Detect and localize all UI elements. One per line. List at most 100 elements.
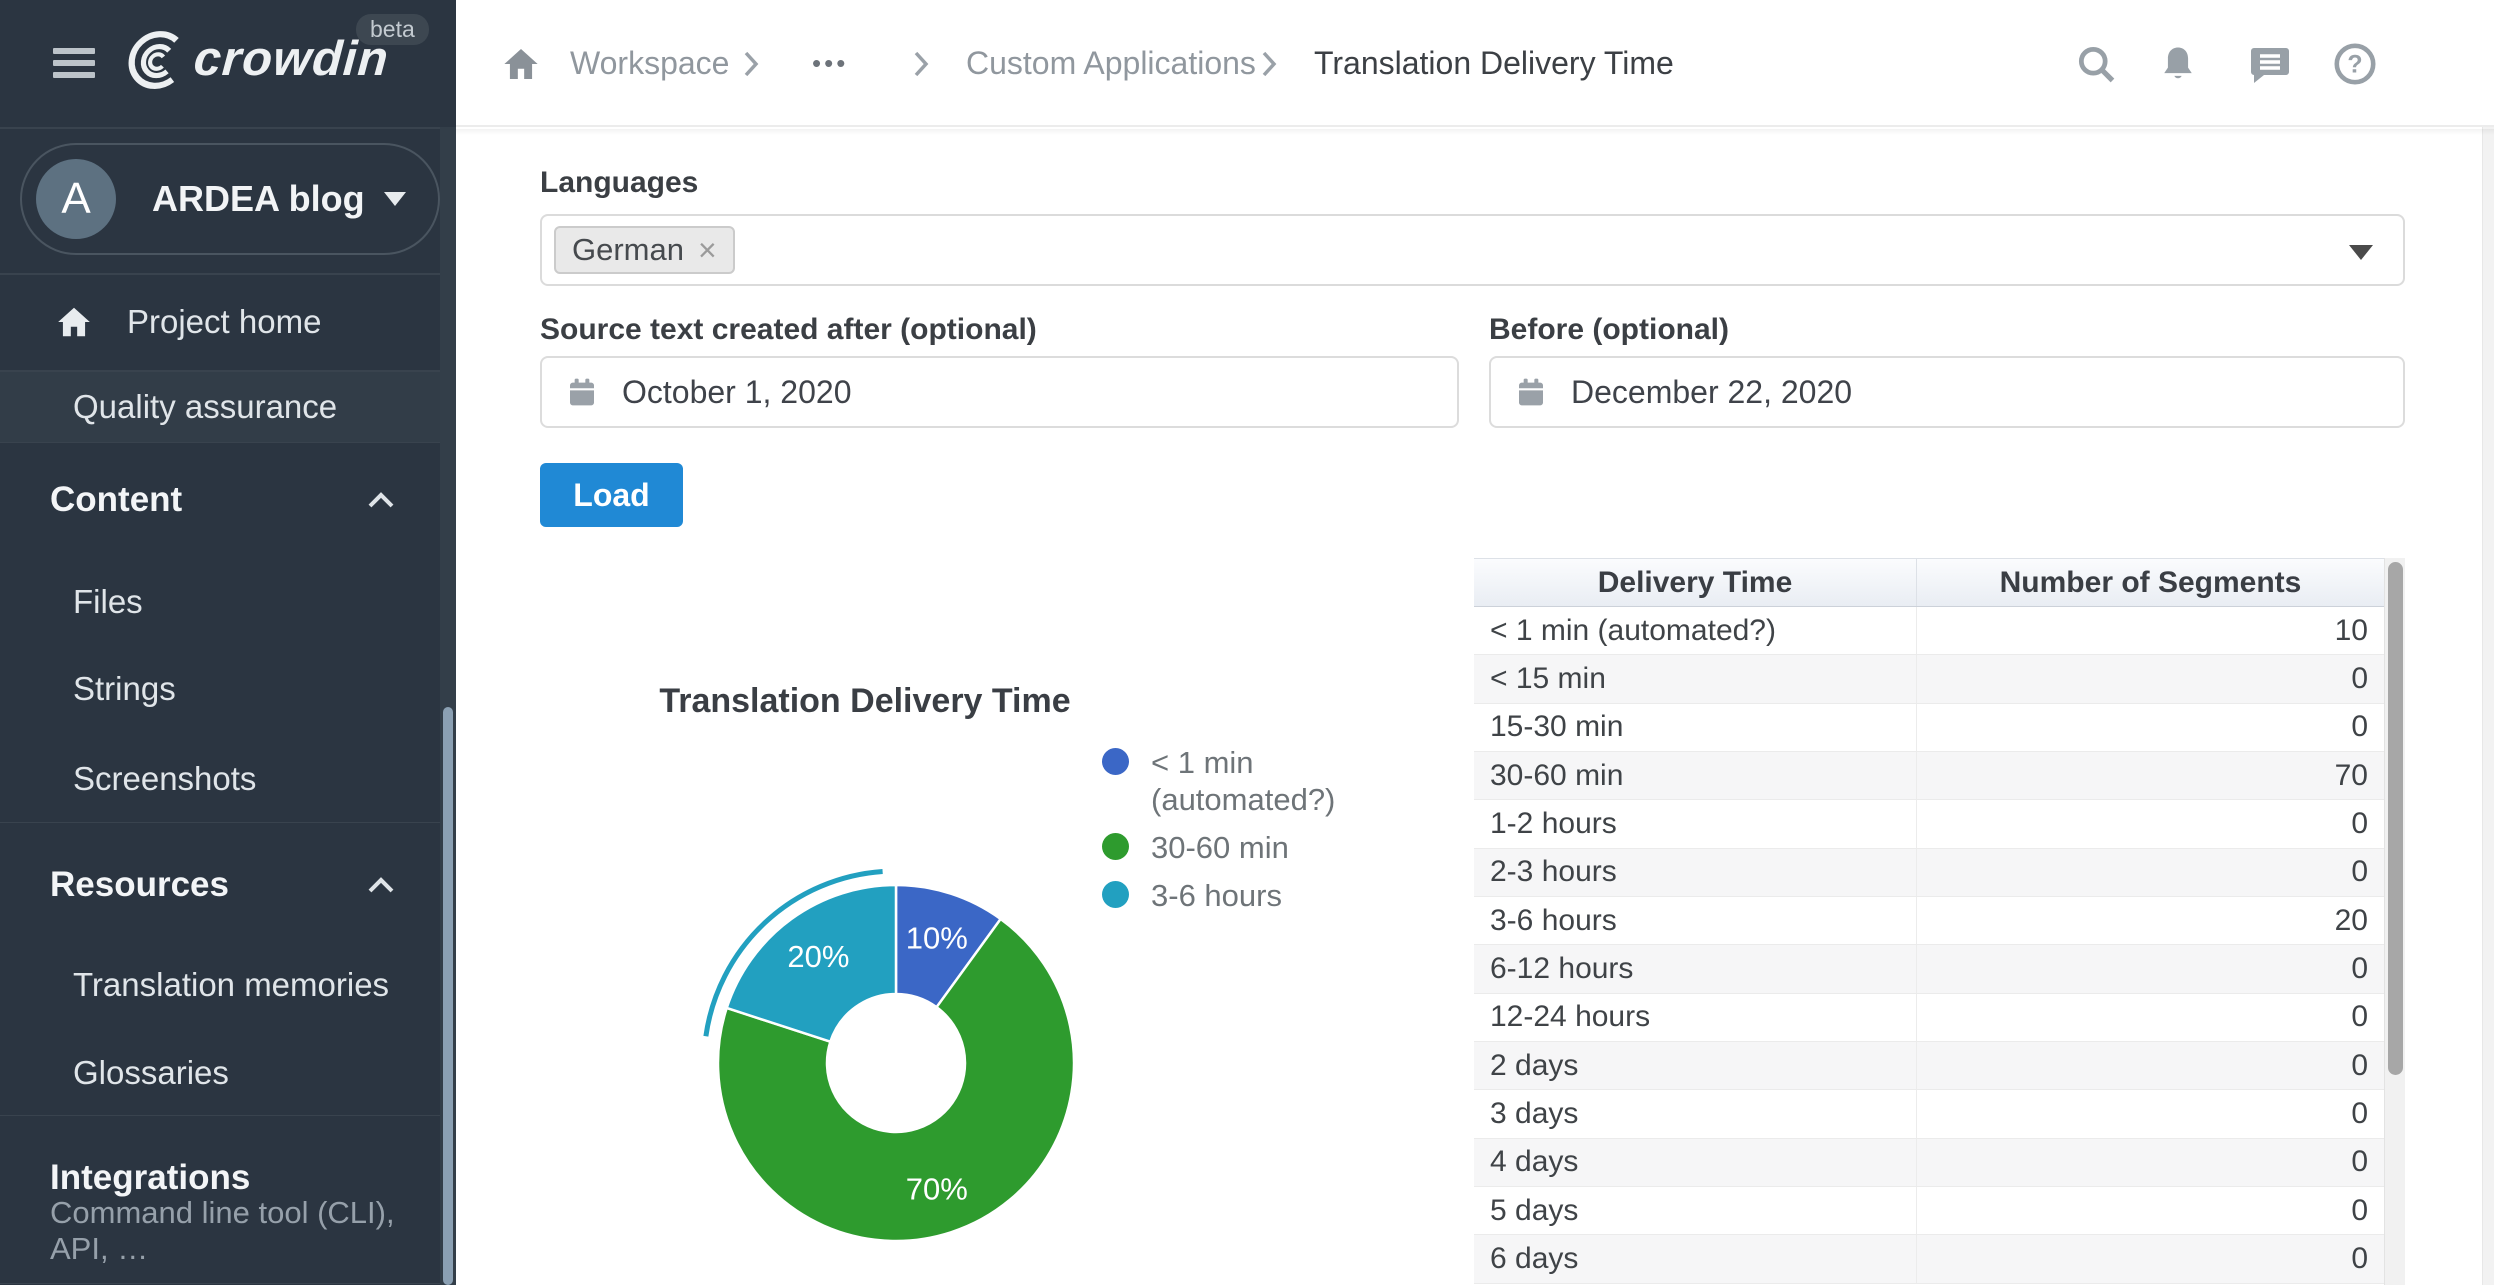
table-header-delivery-time[interactable]: Delivery Time bbox=[1474, 559, 1917, 606]
sidebar-item-files[interactable]: Files bbox=[0, 578, 440, 626]
cell-delivery-time: 2 days bbox=[1474, 1042, 1917, 1089]
cell-number-of-segments: 0 bbox=[1917, 1235, 2384, 1282]
table-row[interactable]: 12-24 hours0 bbox=[1474, 994, 2384, 1042]
integrations-subtext: Command line tool (CLI), API, … bbox=[0, 1208, 440, 1254]
table-row[interactable]: 3-6 hours20 bbox=[1474, 897, 2384, 945]
sidebar-item-label: Files bbox=[73, 583, 143, 621]
sidebar-item-label: Screenshots bbox=[73, 760, 256, 798]
table-body: < 1 min (automated?)10< 15 min015-30 min… bbox=[1474, 607, 2384, 1284]
table-row[interactable]: < 15 min0 bbox=[1474, 655, 2384, 703]
sidebar-topbar: crowdin beta bbox=[0, 0, 456, 127]
sidebar-item-label: Strings bbox=[73, 670, 176, 708]
cell-number-of-segments: 0 bbox=[1917, 945, 2384, 992]
sidebar-item-screenshots[interactable]: Screenshots bbox=[0, 755, 440, 803]
after-date-input[interactable]: October 1, 2020 bbox=[540, 356, 1459, 428]
app-window: crowdin beta A ARDEA blog Project home Q… bbox=[0, 0, 2494, 1285]
languages-select[interactable]: German × bbox=[540, 214, 2405, 286]
table-row[interactable]: 3 days0 bbox=[1474, 1090, 2384, 1138]
messages-button[interactable] bbox=[2246, 0, 2294, 127]
chevron-right-icon bbox=[1260, 0, 1278, 127]
crowdin-logo[interactable]: crowdin bbox=[122, 28, 389, 90]
cell-delivery-time: 4 days bbox=[1474, 1139, 1917, 1186]
project-switcher[interactable]: A ARDEA blog bbox=[20, 143, 440, 255]
top-header: Workspace ••• Custom Applications Transl… bbox=[456, 0, 2494, 127]
breadcrumb-home[interactable] bbox=[502, 0, 540, 127]
table-row[interactable]: 4 days0 bbox=[1474, 1139, 2384, 1187]
before-date-label: Before (optional) bbox=[1489, 313, 1729, 347]
cell-delivery-time: < 1 min (automated?) bbox=[1474, 607, 1917, 654]
cell-delivery-time: 15-30 min bbox=[1474, 704, 1917, 751]
breadcrumb-ellipsis[interactable]: ••• bbox=[812, 0, 848, 127]
cell-number-of-segments: 70 bbox=[1917, 752, 2384, 799]
sidebar-item-quality-assurance[interactable]: Quality assurance bbox=[0, 372, 440, 442]
caret-down-icon bbox=[2349, 245, 2373, 260]
chart-title: Translation Delivery Time bbox=[620, 682, 1110, 721]
table-row[interactable]: 30-60 min70 bbox=[1474, 752, 2384, 800]
table-row[interactable]: 15-30 min0 bbox=[1474, 704, 2384, 752]
table-row[interactable]: 6-12 hours0 bbox=[1474, 945, 2384, 993]
sidebar-item-strings[interactable]: Strings bbox=[0, 665, 440, 713]
cell-delivery-time: 6 days bbox=[1474, 1235, 1917, 1282]
legend-dot bbox=[1102, 833, 1129, 860]
load-button[interactable]: Load bbox=[540, 463, 683, 527]
sidebar-section-content[interactable]: Content bbox=[0, 474, 440, 526]
section-label: Content bbox=[50, 480, 182, 520]
table-row[interactable]: 2-3 hours0 bbox=[1474, 849, 2384, 897]
after-date-value: October 1, 2020 bbox=[622, 374, 851, 411]
sidebar-item-label: Translation memories bbox=[73, 966, 389, 1004]
table-header-row: Delivery Time Number of Segments bbox=[1474, 558, 2384, 607]
legend-item-0[interactable]: < 1 min(automated?) bbox=[1102, 744, 1335, 818]
sidebar-item-label: Quality assurance bbox=[73, 388, 337, 426]
calendar-icon bbox=[1515, 376, 1547, 408]
language-chip-german[interactable]: German × bbox=[554, 226, 735, 274]
sidebar: crowdin beta A ARDEA blog Project home Q… bbox=[0, 0, 456, 1285]
table-scrollbar-thumb[interactable] bbox=[2388, 562, 2403, 1075]
divider bbox=[0, 1283, 456, 1284]
cell-delivery-time: 3 days bbox=[1474, 1090, 1917, 1137]
sidebar-item-label: Glossaries bbox=[73, 1054, 229, 1092]
chip-label: German bbox=[572, 232, 684, 268]
divider bbox=[0, 822, 456, 823]
hamburger-menu-icon[interactable] bbox=[53, 48, 95, 78]
before-date-input[interactable]: December 22, 2020 bbox=[1489, 356, 2405, 428]
chevron-up-icon bbox=[366, 875, 396, 895]
section-label: Integrations bbox=[50, 1158, 250, 1198]
breadcrumb-custom-applications[interactable]: Custom Applications bbox=[966, 0, 1256, 127]
cell-delivery-time: 12-24 hours bbox=[1474, 994, 1917, 1041]
integrations-subtext-label: Command line tool (CLI), API, … bbox=[50, 1195, 440, 1267]
chevron-up-icon bbox=[366, 490, 396, 510]
table-row[interactable]: 2 days0 bbox=[1474, 1042, 2384, 1090]
sidebar-item-project-home[interactable]: Project home bbox=[0, 274, 440, 370]
sidebar-section-resources[interactable]: Resources bbox=[0, 860, 440, 910]
segments-table: Delivery Time Number of Segments < 1 min… bbox=[1474, 558, 2384, 1285]
project-name: ARDEA blog bbox=[152, 178, 365, 220]
notifications-button[interactable] bbox=[2156, 0, 2200, 127]
slice-label: 10% bbox=[906, 920, 968, 955]
breadcrumb-workspace[interactable]: Workspace bbox=[570, 0, 729, 127]
sidebar-item-translation-memories[interactable]: Translation memories bbox=[0, 961, 440, 1009]
cell-number-of-segments: 0 bbox=[1917, 1187, 2384, 1234]
caret-down-icon bbox=[384, 192, 406, 206]
table-scrollbar-track[interactable] bbox=[2384, 558, 2405, 1285]
sidebar-scrollbar-thumb[interactable] bbox=[443, 707, 453, 1285]
table-row[interactable]: 6 days0 bbox=[1474, 1235, 2384, 1283]
sidebar-item-glossaries[interactable]: Glossaries bbox=[0, 1049, 440, 1097]
legend-item-1[interactable]: 30-60 min bbox=[1102, 829, 1335, 866]
table-row[interactable]: 5 days0 bbox=[1474, 1187, 2384, 1235]
help-button[interactable]: ? bbox=[2332, 0, 2378, 127]
window-scrollbar-track[interactable] bbox=[2482, 0, 2494, 1285]
cell-number-of-segments: 0 bbox=[1917, 704, 2384, 751]
table-header-number-of-segments[interactable]: Number of Segments bbox=[1917, 559, 2384, 606]
slice-label: 20% bbox=[787, 939, 849, 974]
search-button[interactable] bbox=[2074, 0, 2118, 127]
breadcrumb-current-page: Translation Delivery Time bbox=[1314, 0, 1674, 127]
slice-label: 70% bbox=[906, 1172, 968, 1207]
cell-number-of-segments: 0 bbox=[1917, 1090, 2384, 1137]
table-row[interactable]: 1-2 hours0 bbox=[1474, 800, 2384, 848]
cell-number-of-segments: 20 bbox=[1917, 897, 2384, 944]
chip-remove-icon[interactable]: × bbox=[698, 232, 717, 269]
header-shadow bbox=[456, 129, 2494, 135]
cell-number-of-segments: 0 bbox=[1917, 655, 2384, 702]
table-row[interactable]: < 1 min (automated?)10 bbox=[1474, 607, 2384, 655]
legend-item-2[interactable]: 3-6 hours bbox=[1102, 877, 1335, 914]
